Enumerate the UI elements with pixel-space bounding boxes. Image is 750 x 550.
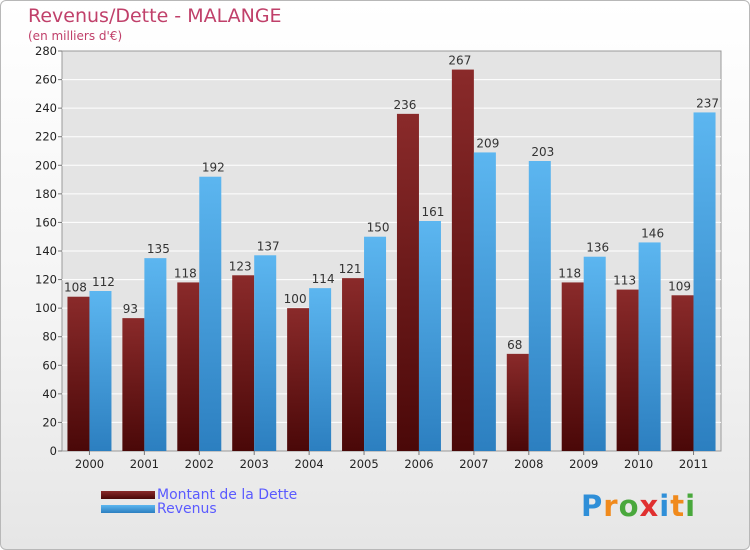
- y-tick-label: 40: [42, 387, 57, 401]
- data-label: 267: [448, 54, 471, 68]
- x-tick-label: 2005: [349, 457, 378, 471]
- data-label: 136: [586, 241, 609, 255]
- y-tick-label: 160: [35, 215, 57, 229]
- bar-dette: [122, 318, 145, 451]
- y-tick-label: 180: [35, 187, 57, 201]
- y-tick-label: 240: [35, 101, 57, 115]
- data-label: 161: [422, 205, 445, 219]
- bar-dette: [287, 308, 310, 451]
- data-label: 112: [92, 275, 115, 289]
- bar-dette: [67, 296, 90, 451]
- bar-revenus: [693, 112, 716, 451]
- legend-item-dette: Montant de la Dette: [101, 488, 297, 502]
- bar-revenus: [364, 236, 387, 451]
- bar-dette: [177, 282, 200, 451]
- legend-swatch-dette: [101, 491, 155, 499]
- logo-letter: x: [639, 489, 660, 523]
- data-label: 237: [696, 96, 719, 110]
- y-tick-label: 100: [35, 301, 57, 315]
- logo-letter: i: [659, 489, 671, 523]
- y-tick-label: 140: [35, 244, 57, 258]
- data-label: 203: [531, 145, 554, 159]
- bar-revenus: [144, 258, 167, 451]
- data-label: 118: [174, 266, 197, 280]
- y-tick-label: 260: [35, 73, 57, 87]
- y-tick-label: 80: [42, 330, 57, 344]
- bar-dette: [396, 113, 419, 451]
- bar-revenus: [473, 152, 496, 451]
- y-tick-label: 60: [42, 358, 57, 372]
- legend-swatch-revenus: [101, 505, 155, 513]
- data-label: 209: [476, 136, 499, 150]
- data-label: 118: [558, 266, 581, 280]
- x-tick-label: 2006: [404, 457, 433, 471]
- bar-revenus: [254, 255, 277, 451]
- data-label: 100: [284, 292, 307, 306]
- data-label: 123: [229, 259, 252, 273]
- bar-revenus: [89, 291, 112, 451]
- x-tick-label: 2003: [240, 457, 269, 471]
- data-label: 137: [257, 239, 280, 253]
- y-tick-label: 280: [35, 44, 57, 58]
- bar-dette: [342, 278, 365, 451]
- data-label: 68: [507, 338, 522, 352]
- legend-item-revenus: Revenus: [101, 502, 217, 516]
- x-tick-label: 2001: [130, 457, 159, 471]
- logo-letter: r: [603, 489, 619, 523]
- bar-dette: [671, 295, 694, 451]
- bar-revenus: [309, 288, 332, 451]
- bar-revenus: [528, 161, 551, 451]
- x-tick-label: 2009: [569, 457, 598, 471]
- data-label: 192: [202, 161, 225, 175]
- bar-revenus: [583, 256, 606, 451]
- data-label: 135: [147, 242, 170, 256]
- data-label: 121: [339, 262, 362, 276]
- bar-dette: [232, 275, 255, 451]
- chart-subtitle: (en milliers d'€): [28, 29, 123, 43]
- data-label: 236: [394, 98, 417, 112]
- bar-revenus: [418, 221, 441, 451]
- logo-letter: P: [581, 489, 604, 523]
- legend-label-revenus: Revenus: [157, 501, 217, 517]
- x-tick-label: 2008: [514, 457, 543, 471]
- y-tick-label: 0: [50, 444, 57, 458]
- x-tick-label: 2010: [624, 457, 653, 471]
- proxiti-logo: Proxiti: [581, 489, 696, 523]
- bar-revenus: [638, 242, 661, 451]
- logo-letter: t: [670, 489, 686, 523]
- data-label: 93: [123, 302, 138, 316]
- data-label: 114: [312, 272, 335, 286]
- y-tick-label: 200: [35, 158, 57, 172]
- x-tick-label: 2000: [75, 457, 104, 471]
- logo-letter: i: [685, 489, 697, 523]
- bar-revenus: [199, 176, 222, 451]
- logo-letter: o: [618, 489, 640, 523]
- y-tick-label: 220: [35, 130, 57, 144]
- chart-title: Revenus/Dette - MALANGE: [28, 5, 282, 27]
- y-tick-label: 20: [42, 415, 57, 429]
- x-tick-label: 2011: [679, 457, 708, 471]
- y-tick-label: 120: [35, 273, 57, 287]
- bar-dette: [506, 353, 529, 451]
- bar-dette: [561, 282, 584, 451]
- bar-dette: [451, 69, 474, 452]
- data-label: 113: [613, 274, 636, 288]
- data-label: 108: [64, 281, 87, 295]
- data-label: 109: [668, 279, 691, 293]
- x-tick-label: 2007: [459, 457, 488, 471]
- data-label: 150: [367, 221, 390, 235]
- x-tick-label: 2004: [294, 457, 323, 471]
- bar-dette: [616, 289, 639, 451]
- x-tick-label: 2002: [185, 457, 214, 471]
- legend-label-dette: Montant de la Dette: [157, 487, 298, 503]
- data-label: 146: [641, 226, 664, 240]
